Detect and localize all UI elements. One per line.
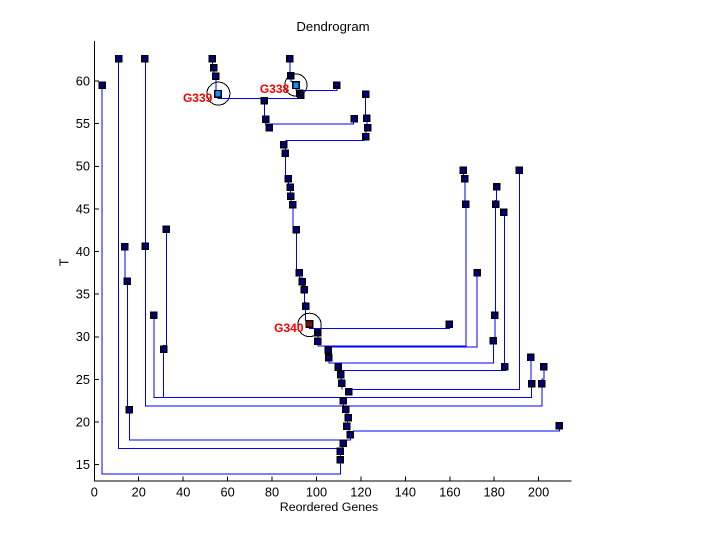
svg-text:120: 120 xyxy=(350,485,371,500)
svg-text:40: 40 xyxy=(76,244,90,259)
svg-text:50: 50 xyxy=(76,159,90,174)
svg-text:G339: G339 xyxy=(183,91,213,105)
svg-text:180: 180 xyxy=(484,485,505,500)
svg-text:60: 60 xyxy=(76,73,90,88)
svg-text:55: 55 xyxy=(76,116,90,131)
svg-text:40: 40 xyxy=(176,485,190,500)
svg-text:80: 80 xyxy=(265,485,279,500)
svg-text:G340: G340 xyxy=(274,321,304,335)
svg-text:100: 100 xyxy=(306,485,327,500)
svg-text:160: 160 xyxy=(439,485,460,500)
svg-text:15: 15 xyxy=(76,457,90,472)
svg-text:20: 20 xyxy=(76,415,90,430)
svg-text:35: 35 xyxy=(76,287,90,302)
svg-text:25: 25 xyxy=(76,372,90,387)
svg-text:30: 30 xyxy=(76,329,90,344)
svg-text:Dendrogram: Dendrogram xyxy=(296,19,369,34)
svg-text:60: 60 xyxy=(220,485,234,500)
svg-text:T: T xyxy=(58,258,72,266)
svg-text:140: 140 xyxy=(395,485,416,500)
svg-text:200: 200 xyxy=(528,485,549,500)
svg-text:Reordered Genes: Reordered Genes xyxy=(280,500,379,514)
svg-text:0: 0 xyxy=(91,485,98,500)
svg-text:20: 20 xyxy=(132,485,146,500)
svg-text:45: 45 xyxy=(76,201,90,216)
svg-text:G338: G338 xyxy=(260,82,290,96)
